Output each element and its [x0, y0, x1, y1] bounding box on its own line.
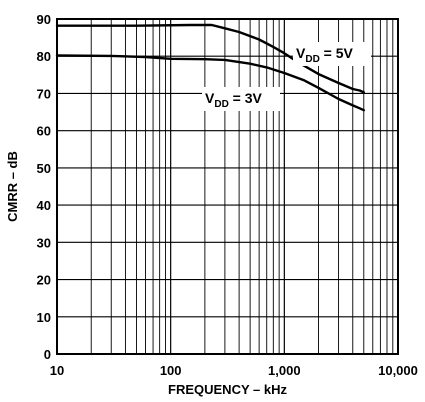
- y-tick-label: 40: [37, 198, 51, 213]
- x-tick-label: 100: [160, 363, 182, 378]
- y-tick-label: 30: [37, 235, 51, 250]
- y-tick-label: 60: [37, 124, 51, 139]
- y-tick-label: 90: [37, 12, 51, 27]
- series-line-1: [55, 23, 365, 94]
- y-tick-label: 0: [44, 347, 51, 362]
- series-label-background: [202, 87, 280, 111]
- y-tick-label: 80: [37, 49, 51, 64]
- y-tick-label: 20: [37, 273, 51, 288]
- y-tick-label: 50: [37, 161, 51, 176]
- series-layer: [55, 23, 365, 112]
- x-axis-title: FREQUENCY – kHz: [168, 382, 287, 397]
- series-label-layer: VDD = 5V VDD = 3V: [202, 42, 371, 111]
- plot-frame: [56, 18, 399, 355]
- y-tick-label: 70: [37, 86, 51, 101]
- x-tick-label: 10,000: [378, 363, 418, 378]
- y-axis-title: CMRR – dB: [5, 151, 20, 222]
- x-tick-label: 10: [50, 363, 64, 378]
- series-label: VDD = 5V: [296, 45, 354, 65]
- series-label-background: [293, 42, 371, 66]
- grid-layer: [56, 18, 398, 355]
- series-label: VDD = 3V: [205, 90, 263, 110]
- series-line-2: [55, 54, 365, 112]
- x-tick-label: 1,000: [268, 363, 301, 378]
- y-tick-label: 10: [37, 310, 51, 325]
